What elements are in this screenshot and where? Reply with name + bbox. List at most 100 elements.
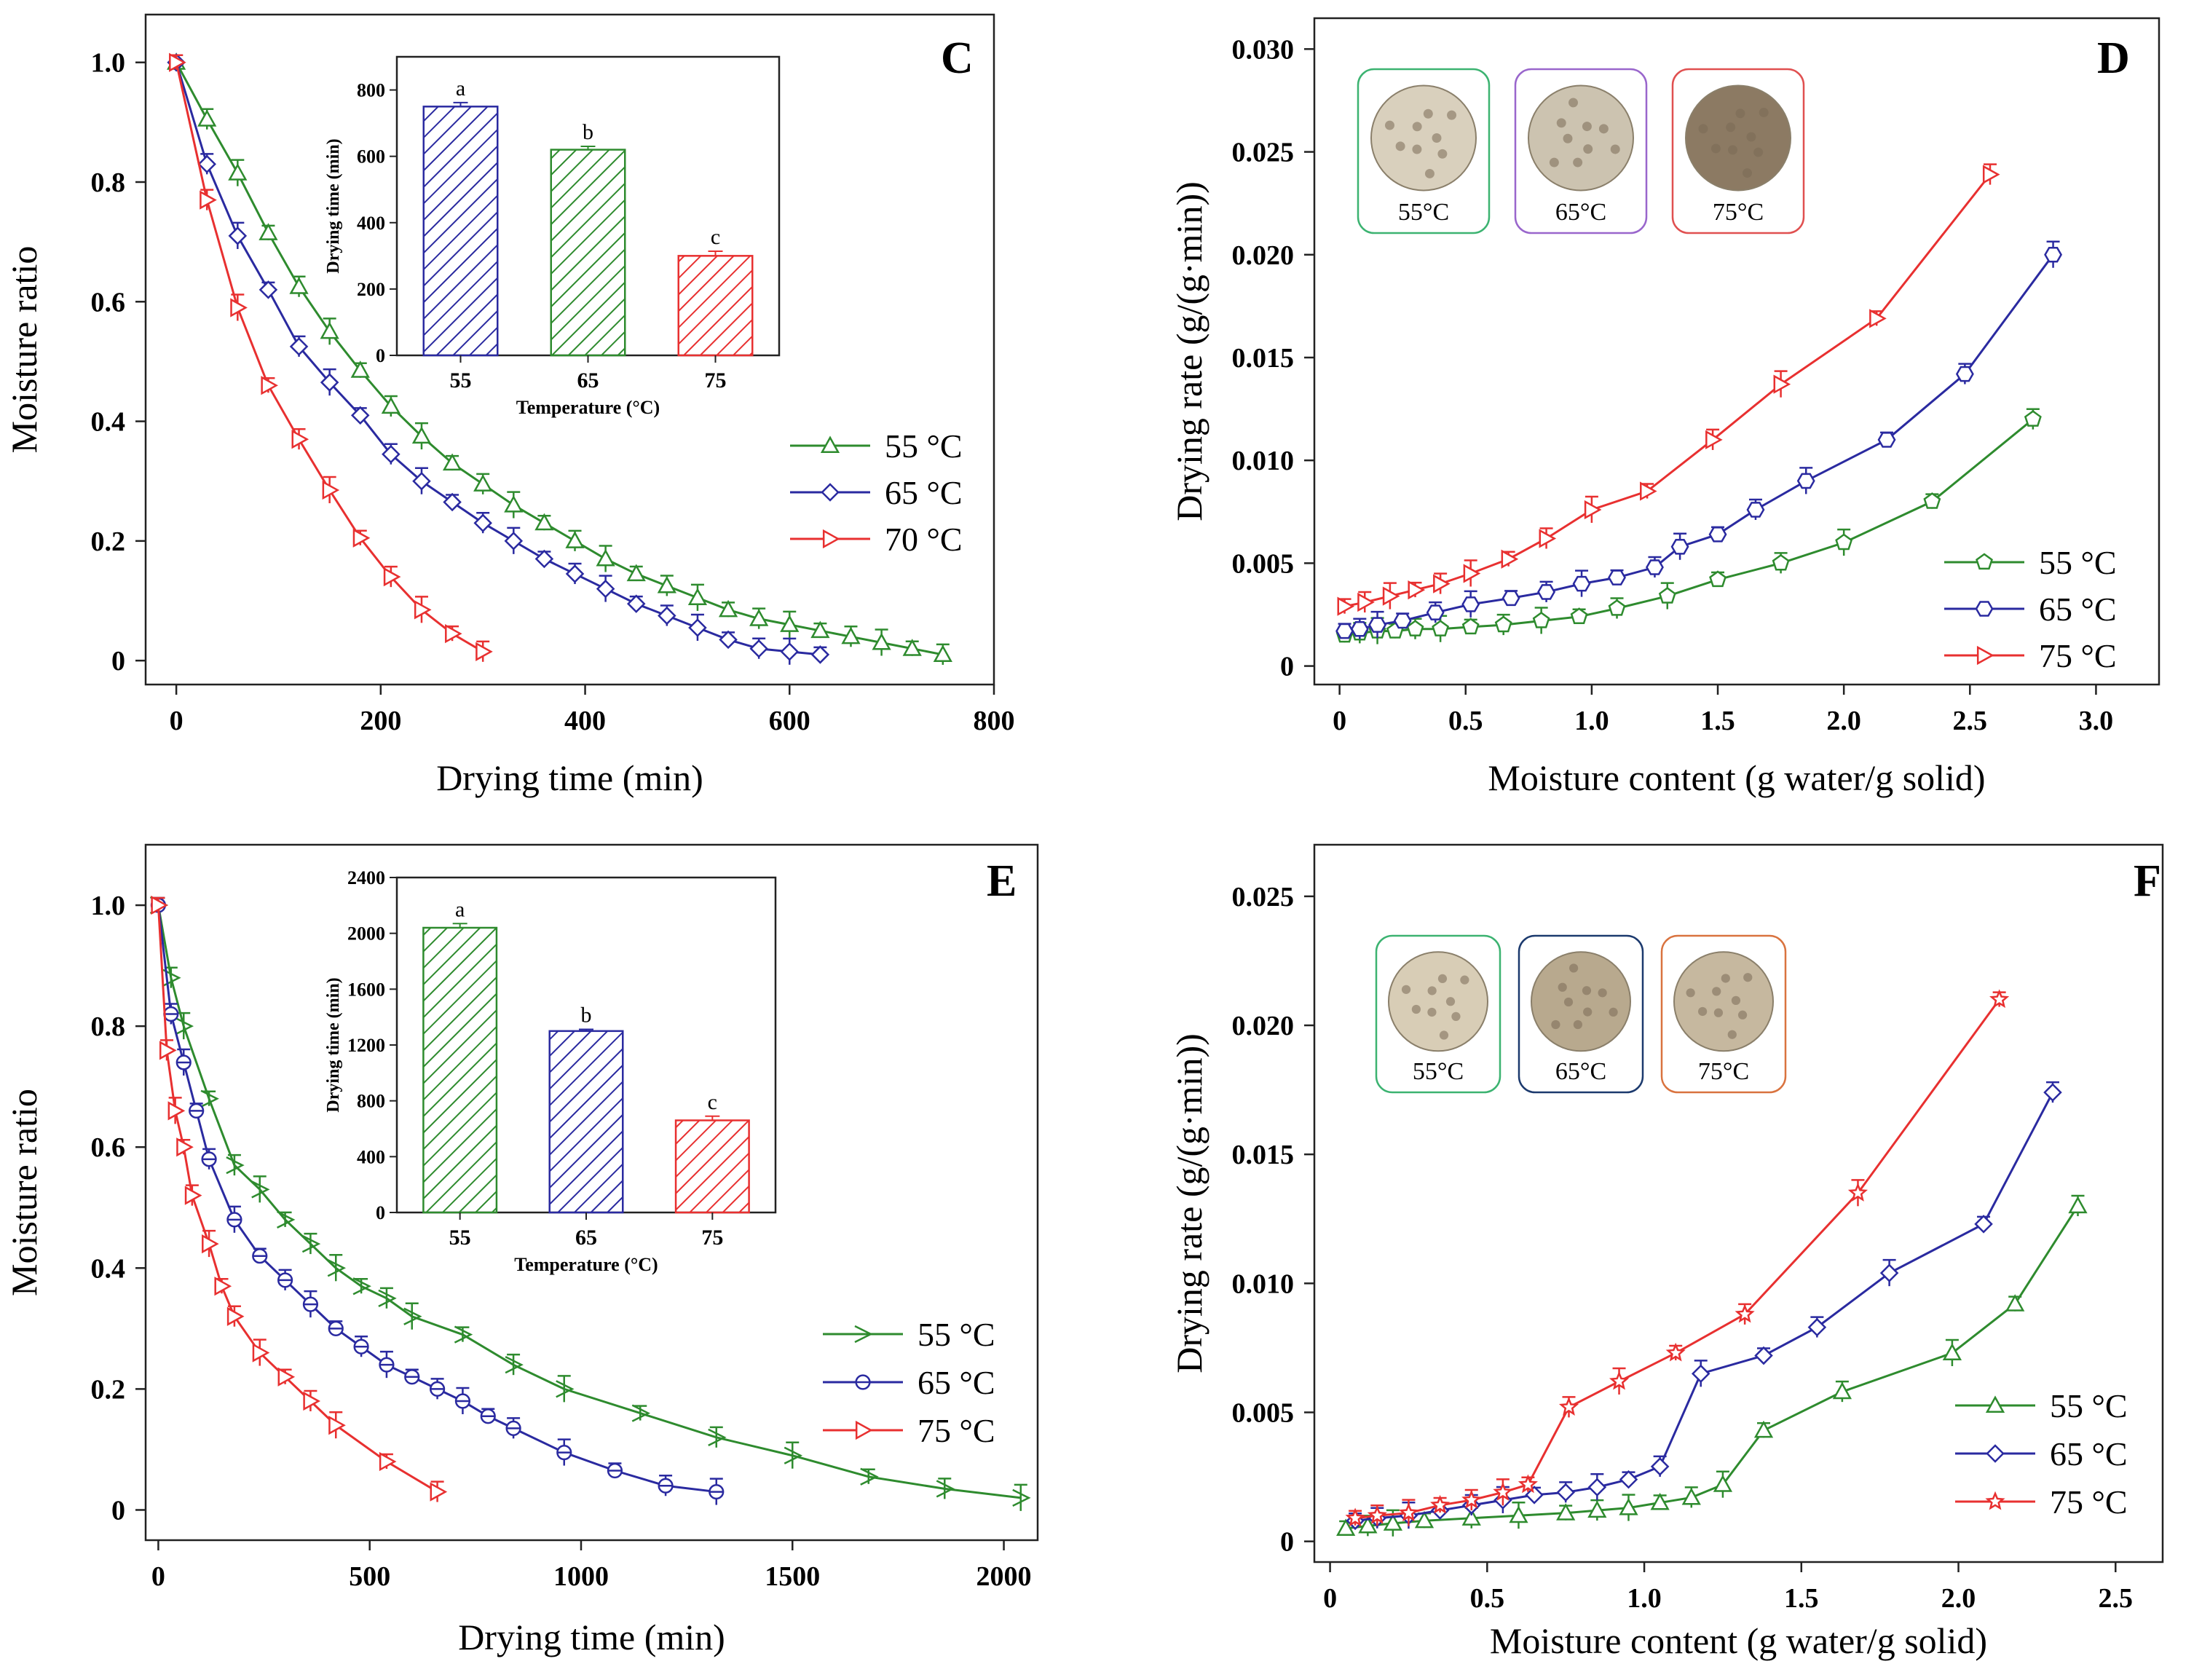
photo-label: 65°C (1555, 199, 1606, 226)
sample-spot (1737, 1010, 1748, 1020)
x-tick-label: 1.0 (1574, 706, 1609, 736)
data-point (1691, 1364, 1710, 1384)
y-tick-label: 0.010 (1232, 446, 1295, 476)
data-point (1539, 529, 1557, 548)
sample-spot (1563, 997, 1574, 1007)
data-point (352, 1277, 371, 1296)
sample-spot (1686, 988, 1695, 998)
y-tick-label: 0.030 (1232, 34, 1295, 65)
panel-C: 0 200 400 600 800 0 0.2 0.4 0.6 0.8 1.0 Drying time… (0, 0, 1092, 830)
data-point (261, 376, 279, 395)
sample-spot (1427, 986, 1437, 995)
legend-marker (1985, 1491, 2005, 1510)
data-point (626, 564, 646, 582)
legend-marker (854, 1325, 873, 1344)
data-point (322, 480, 340, 500)
sample-spot (1731, 995, 1741, 1006)
data-point (445, 624, 462, 644)
legend-marker (1975, 601, 1994, 617)
data-point (810, 620, 830, 639)
data-point (412, 471, 431, 491)
data-point (1463, 564, 1481, 583)
data-point (1556, 1483, 1575, 1502)
x-tick-label: 0 (1333, 706, 1346, 736)
x-tick-label: 0 (151, 1561, 165, 1592)
sample-spot (1710, 143, 1721, 154)
series-0 (149, 896, 1031, 1511)
data-point (197, 154, 216, 174)
sample-spot (1432, 133, 1442, 143)
inset-y-tick-label: 800 (357, 1091, 385, 1112)
data-point (1368, 617, 1387, 633)
data-point (1609, 1371, 1630, 1390)
data-point (1942, 1343, 1962, 1361)
inset-y-tick-label: 1200 (347, 1035, 385, 1056)
sample-spot (1582, 986, 1592, 995)
series-2 (151, 895, 448, 1502)
series-line (1354, 1092, 2054, 1522)
data-point (1587, 1500, 1607, 1518)
data-point (327, 1259, 347, 1277)
data-point (1709, 570, 1727, 588)
data-point (626, 594, 646, 613)
data-point (1754, 1346, 1773, 1365)
y-tick-label: 0.005 (1232, 1397, 1295, 1428)
inset-x-tick-label: 55 (450, 368, 472, 393)
data-point (1408, 580, 1426, 600)
data-point (749, 609, 769, 626)
sample-spot (1447, 110, 1457, 120)
data-point (841, 626, 861, 644)
sample-photo-1: 65°C (1518, 934, 1644, 1094)
data-point (442, 453, 462, 471)
data-point (687, 588, 708, 605)
series-2 (1337, 163, 2000, 616)
data-point (301, 1234, 321, 1253)
x-axis-title: Moisture content (g water/g solid) (1488, 757, 1985, 798)
sample-spot (1384, 120, 1394, 130)
series-1 (150, 896, 725, 1505)
inset-x-tick-label: 65 (577, 368, 599, 393)
panel-E: 0 500 1000 1500 2000 0 0.2 0.4 0.6 0.8 1.0 Drying t… (0, 830, 1092, 1680)
data-point (1572, 575, 1591, 592)
y-tick-label: 0.010 (1232, 1269, 1295, 1299)
sample-spot (1427, 1007, 1437, 1017)
data-point (1461, 618, 1480, 635)
data-point (473, 513, 492, 532)
series-1 (1335, 240, 2063, 639)
legend-label: 65 °C (885, 474, 963, 511)
x-tick-label: 500 (349, 1561, 390, 1592)
data-point (1879, 1263, 1899, 1282)
data-point (378, 1289, 397, 1307)
legend-label: 55 °C (2039, 544, 2117, 581)
data-point (230, 298, 248, 318)
inset-y-tick-label: 600 (357, 146, 385, 167)
x-tick-label: 2000 (976, 1561, 1032, 1592)
panel-letter: D (2097, 33, 2130, 83)
data-point (184, 1186, 202, 1205)
sample-spot (1759, 107, 1769, 117)
data-point (197, 109, 217, 127)
data-point (1414, 1510, 1435, 1529)
sample-spot (1412, 144, 1422, 154)
data-point (176, 1137, 194, 1157)
data-point (810, 645, 830, 664)
data-point (1753, 1420, 1774, 1438)
data-point (1646, 559, 1664, 575)
data-point (784, 1446, 803, 1464)
sample-spot (1551, 1020, 1560, 1030)
data-point (749, 639, 768, 658)
y-axis-title: Drying rate (g/(g·min)) (1169, 181, 1209, 521)
x-tick-label: 2.5 (1953, 706, 1988, 736)
data-point (226, 1156, 245, 1175)
data-point (1012, 1488, 1031, 1507)
data-point (350, 360, 370, 378)
y-tick-label: 0.2 (91, 1374, 126, 1405)
data-point (328, 1416, 346, 1435)
inset-x-tick-label: 65 (575, 1226, 597, 1250)
photo-label: 75°C (1698, 1058, 1749, 1085)
x-tick-label: 1.5 (1700, 706, 1735, 736)
y-tick-label: 0.4 (91, 407, 126, 438)
sample-disc-icon (1388, 951, 1488, 1052)
sample-spot (1401, 985, 1411, 994)
sample-photo-2: 75°C (1671, 68, 1805, 234)
